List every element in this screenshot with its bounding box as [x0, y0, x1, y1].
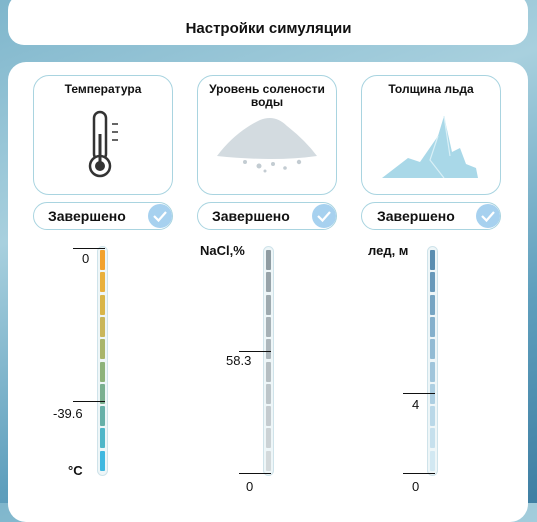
- slider-segment: [266, 428, 271, 449]
- slider-indicator: [239, 351, 271, 352]
- slider-segment: [100, 339, 105, 360]
- slider-segment: [430, 316, 435, 337]
- check-icon: [312, 204, 336, 228]
- check-icon: [148, 204, 172, 228]
- slider-track[interactable]: [97, 246, 108, 476]
- slider-indicator: [403, 393, 435, 394]
- slider-segment: [266, 450, 271, 471]
- slider-indicator: [239, 473, 271, 474]
- salt-icon: [217, 118, 317, 173]
- slider-indicator: [73, 401, 105, 402]
- slider-segment: [266, 272, 271, 293]
- card-label: Уровень солености воды: [209, 82, 325, 109]
- slider-indicator: [403, 473, 435, 474]
- slider-track[interactable]: [427, 246, 438, 476]
- slider-segment: [266, 316, 271, 337]
- slider-indicator: [73, 248, 105, 249]
- slider-label: 58.3: [226, 353, 252, 368]
- slider-label: 0: [246, 479, 254, 494]
- slider-segment: [266, 339, 271, 360]
- slider-label: 4: [412, 397, 420, 412]
- slider-segment: [100, 272, 105, 293]
- slider-segment: [266, 406, 271, 427]
- screen: Настройки симуляции Температура Уровень …: [0, 0, 537, 503]
- slider-segment: [266, 383, 271, 404]
- slider-unit: лед, м: [368, 243, 409, 258]
- ice-icon: [382, 115, 478, 178]
- slider-segment: [430, 272, 435, 293]
- status-text: Завершено: [377, 208, 455, 224]
- slider-segment: [430, 428, 435, 449]
- slider-segment: [430, 250, 435, 270]
- slider-segment: [430, 294, 435, 315]
- slider-segment: [100, 406, 105, 427]
- slider-segment: [430, 361, 435, 382]
- slider-label: 0: [82, 251, 90, 266]
- slider-segment: [430, 450, 435, 471]
- slider-segment: [100, 316, 105, 337]
- card-label: Толщина льда: [388, 82, 474, 96]
- slider-segment: [266, 250, 271, 270]
- thermometer-icon: [88, 110, 118, 178]
- slider-segment: [100, 250, 105, 270]
- status-text: Завершено: [212, 208, 290, 224]
- slider-unit: °C: [68, 463, 83, 478]
- slider-label: -39.6: [53, 406, 83, 421]
- status-text: Завершено: [48, 208, 126, 224]
- slider-segment: [100, 450, 105, 471]
- slider-segment: [100, 428, 105, 449]
- slider-segment: [100, 361, 105, 382]
- slider-label: 0: [412, 479, 420, 494]
- slider-segment: [266, 294, 271, 315]
- slider-segment: [100, 294, 105, 315]
- header-bar: [8, 0, 528, 45]
- slider-unit: NaCl,%: [200, 243, 245, 258]
- slider-segment: [430, 406, 435, 427]
- check-icon: [476, 204, 500, 228]
- slider-segment: [100, 383, 105, 404]
- slider-segment: [266, 361, 271, 382]
- header-title: Настройки симуляции: [185, 20, 352, 37]
- slider-segment: [430, 339, 435, 360]
- card-label: Температура: [64, 82, 142, 96]
- slider-track[interactable]: [263, 246, 274, 476]
